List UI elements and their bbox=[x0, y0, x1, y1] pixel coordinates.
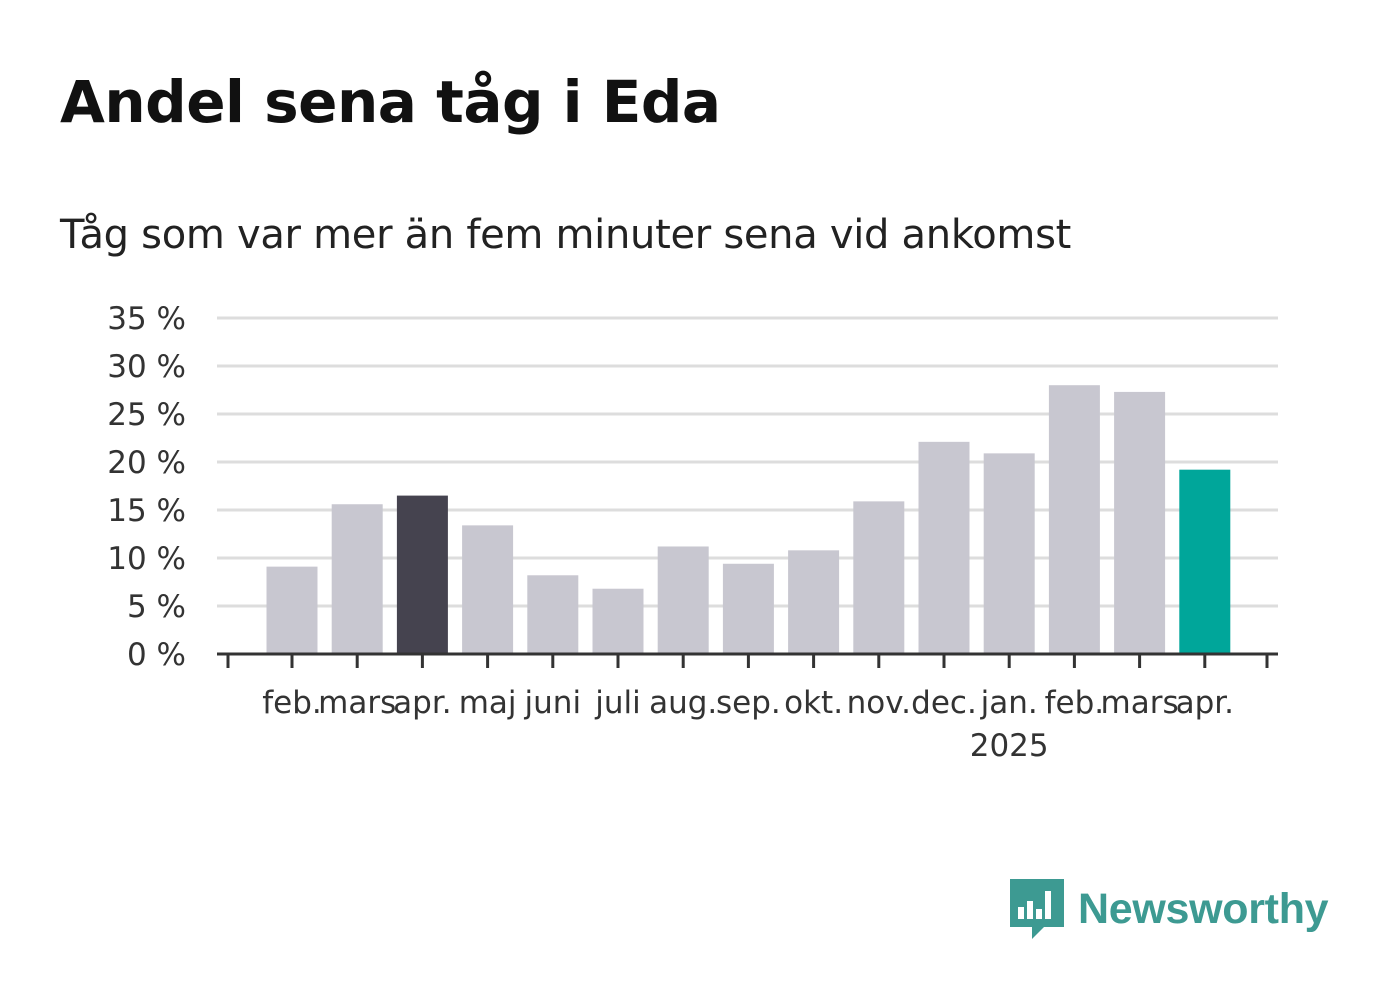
newsworthy-logo: Newsworthy bbox=[1010, 878, 1329, 940]
y-tick-label: 25 % bbox=[107, 397, 186, 433]
y-tick-label: 35 % bbox=[107, 301, 186, 337]
y-tick-label: 15 % bbox=[107, 493, 186, 529]
bar-nov-9 bbox=[853, 501, 905, 654]
newsworthy-bar-chart-icon bbox=[1010, 879, 1064, 939]
bar-sep-7 bbox=[722, 563, 774, 654]
bar-feb-12 bbox=[1048, 385, 1100, 654]
bars bbox=[266, 385, 1231, 654]
x-tick-label: juni bbox=[524, 685, 582, 721]
bar-aug-6 bbox=[657, 546, 709, 654]
chart-subtitle: Tåg som var mer än fem minuter sena vid … bbox=[60, 212, 1072, 258]
gridlines bbox=[217, 316, 1278, 608]
y-tick-label: 10 % bbox=[107, 541, 186, 577]
y-tick-label: 5 % bbox=[127, 589, 186, 625]
bar-juni-4 bbox=[527, 575, 579, 654]
bar-apr-14 bbox=[1179, 469, 1231, 654]
y-tick-label: 30 % bbox=[107, 349, 186, 385]
x-tick-label: mars bbox=[318, 685, 396, 721]
bar-juli-5 bbox=[592, 588, 644, 654]
bar-mars-13 bbox=[1114, 391, 1166, 654]
x-year-label: 2025 bbox=[970, 728, 1049, 764]
bar-dec-10 bbox=[918, 441, 970, 654]
x-tick-label: feb. bbox=[262, 685, 322, 721]
x-tick-label: sep. bbox=[716, 685, 781, 721]
x-tick-label: jan. bbox=[980, 685, 1038, 721]
x-tick-label: nov. bbox=[847, 685, 911, 721]
x-tick-label: okt. bbox=[784, 685, 843, 721]
bar-mars-1 bbox=[331, 504, 383, 654]
bar-maj-3 bbox=[462, 525, 514, 654]
y-tick-label: 20 % bbox=[107, 445, 186, 481]
x-tick-label: dec. bbox=[911, 685, 977, 721]
chart-title: Andel sena tåg i Eda bbox=[60, 68, 721, 136]
bar-okt-8 bbox=[788, 550, 840, 654]
x-tick-label: mars bbox=[1101, 685, 1179, 721]
x-tick-label: apr. bbox=[393, 685, 451, 721]
y-axis-ticks: 0 % 5 % 10 % 15 % 20 % 25 % 30 % 35 % bbox=[107, 301, 186, 673]
x-tick-label: juli bbox=[594, 685, 641, 721]
x-tick-label: aug. bbox=[649, 685, 717, 721]
x-tick-label: feb. bbox=[1045, 685, 1105, 721]
bar-feb-0 bbox=[266, 566, 318, 654]
x-tick-label: maj bbox=[459, 685, 517, 721]
bar-jan-11 bbox=[983, 453, 1035, 654]
x-tick-label: apr. bbox=[1176, 685, 1234, 721]
x-axis bbox=[217, 652, 1278, 668]
y-tick-label: 0 % bbox=[127, 637, 186, 673]
brand-name: Newsworthy bbox=[1078, 884, 1329, 933]
bar-apr-2 bbox=[396, 495, 448, 654]
